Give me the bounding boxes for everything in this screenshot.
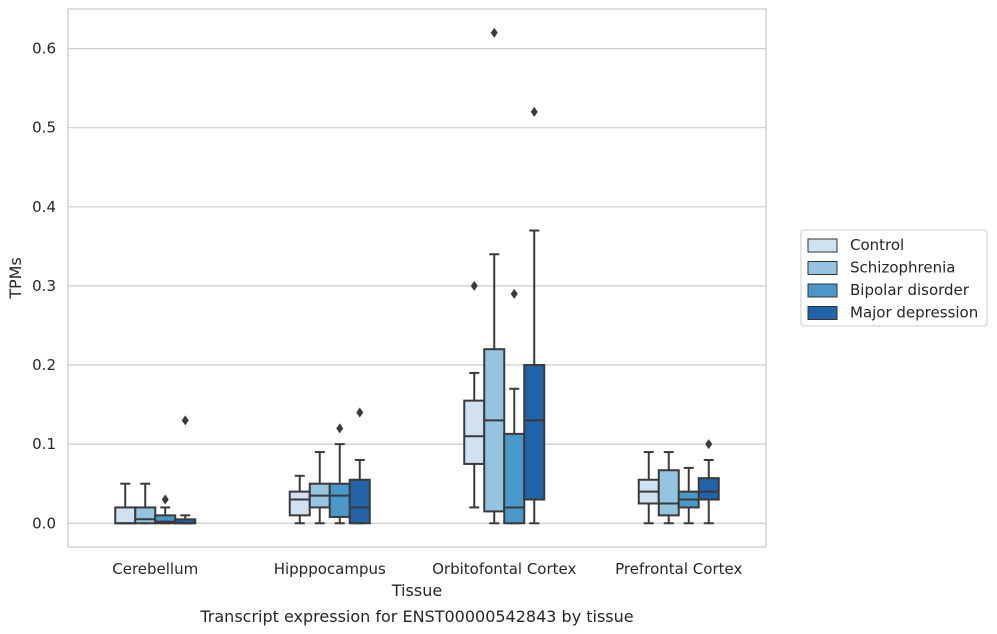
- legend-label-schizophrenia: Schizophrenia: [850, 259, 955, 277]
- y-tick-label: 0.1: [32, 435, 56, 453]
- outlier-point: [336, 423, 344, 434]
- x-axis-label: Tissue: [391, 581, 442, 600]
- chart-caption: Transcript expression for ENST0000054284…: [199, 607, 633, 626]
- plot-frame: [67, 8, 767, 548]
- y-tick-label: 0.2: [32, 356, 56, 374]
- box-body: [348, 478, 371, 525]
- y-axis-label: TPMs: [6, 257, 25, 300]
- legend-swatch-bipolar-disorder: [807, 283, 838, 298]
- box-hipppocampus-control: [288, 474, 311, 525]
- box-body: [463, 399, 486, 465]
- box-prefrontal-cortex-control: [637, 451, 660, 525]
- box-body: [657, 469, 680, 517]
- outlier-point: [161, 494, 169, 505]
- gridlines: [68, 47, 766, 524]
- box-prefrontal-cortex-bipolar-disorder: [677, 466, 700, 525]
- box-orbitofontal-cortex-control: [463, 280, 486, 509]
- boxes: [114, 27, 720, 525]
- outlier-point: [530, 106, 538, 117]
- legend-swatch-major-depression: [807, 306, 838, 320]
- y-axis-ticks: 0.0 0.1 0.2 0.3 0.4 0.5 0.6: [32, 40, 56, 533]
- box-hipppocampus-major-depression: [348, 407, 371, 525]
- outlier-point: [356, 407, 364, 418]
- y-tick-label: 0.6: [32, 40, 56, 58]
- box-hipppocampus-bipolar-disorder: [328, 423, 351, 525]
- y-tick-label: 0.3: [32, 277, 56, 295]
- box-cerebellum-bipolar-disorder: [154, 494, 177, 525]
- box-orbitofontal-cortex-bipolar-disorder: [503, 288, 526, 525]
- legend: Control Schizophrenia Bipolar disorder Majo…: [800, 229, 988, 327]
- legend-swatch-schizophrenia: [807, 261, 838, 275]
- box-orbitofontal-cortex-major-depression: [523, 106, 546, 525]
- box-body: [328, 482, 351, 518]
- outlier-point: [490, 27, 498, 38]
- box-body: [134, 506, 157, 525]
- outlier-point: [510, 288, 518, 299]
- y-tick-label: 0.4: [32, 198, 56, 216]
- box-body: [483, 348, 506, 513]
- outlier-point: [181, 415, 189, 426]
- legend-label-control: Control: [850, 236, 904, 254]
- box-cerebellum-major-depression: [174, 415, 197, 525]
- x-tick-label: Prefrontal Cortex: [615, 560, 742, 578]
- legend-frame: [800, 229, 988, 327]
- legend-swatch-control: [807, 238, 838, 253]
- y-tick-label: 0.0: [32, 514, 56, 532]
- box-body: [114, 506, 137, 525]
- outlier-point: [705, 439, 713, 450]
- box-body: [503, 432, 526, 525]
- box-body: [523, 364, 546, 501]
- x-tick-label: Cerebellum: [112, 560, 198, 578]
- x-tick-label: Hipppocampus: [274, 560, 386, 578]
- legend-label-major-depression: Major depression: [850, 304, 978, 322]
- box-prefrontal-cortex-schizophrenia: [657, 451, 680, 525]
- box-prefrontal-cortex-major-depression: [697, 439, 720, 525]
- x-axis-ticks: Cerebellum Hipppocampus Orbitofontal Corte…: [112, 560, 742, 578]
- box-orbitofontal-cortex-schizophrenia: [483, 27, 506, 525]
- box-hipppocampus-schizophrenia: [308, 451, 331, 525]
- box-cerebellum-schizophrenia: [134, 482, 157, 525]
- box-body: [697, 477, 720, 501]
- y-tick-label: 0.5: [32, 119, 56, 137]
- x-tick-label: Orbitofontal Cortex: [432, 560, 576, 578]
- box-body: [288, 490, 311, 517]
- outlier-point: [470, 280, 478, 291]
- box-cerebellum-control: [114, 482, 137, 525]
- legend-label-bipolar-disorder: Bipolar disorder: [850, 281, 970, 299]
